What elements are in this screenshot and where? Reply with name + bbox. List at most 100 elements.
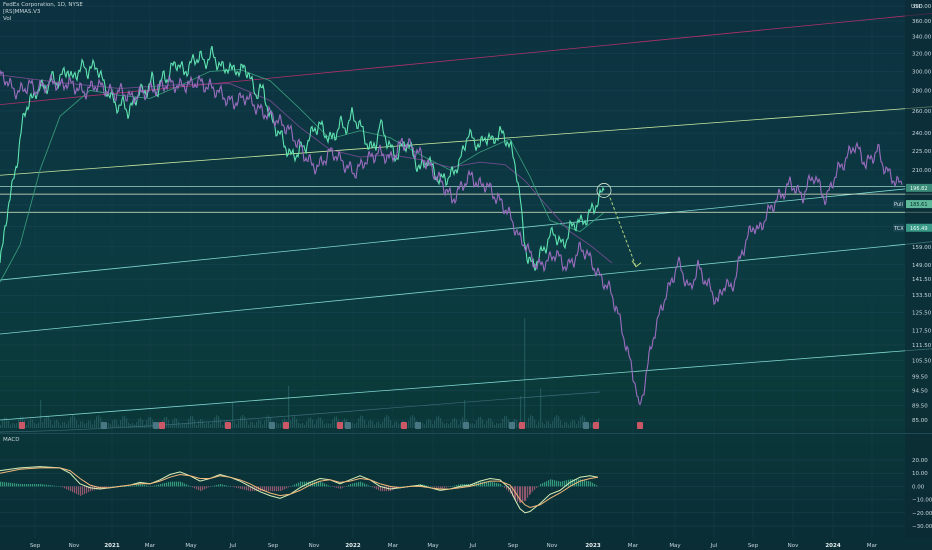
volume-bar [70, 416, 72, 428]
volume-bar [54, 420, 56, 428]
macd-hist-bar [60, 486, 62, 487]
macd-hist-bar [256, 486, 258, 492]
macd-hist-bar [517, 486, 519, 502]
volume-bar [180, 424, 182, 428]
channel-mid-line[interactable] [0, 185, 932, 281]
event-marker[interactable] [19, 422, 25, 429]
macd-hist-bar [370, 486, 372, 487]
event-marker[interactable] [101, 422, 107, 429]
event-marker[interactable] [519, 422, 525, 429]
macd-hist-bar [250, 486, 252, 492]
event-marker[interactable] [337, 422, 343, 429]
price-tick-label: 380.00 [912, 4, 932, 10]
volume-bar [178, 421, 180, 428]
macd-hist-bar [174, 481, 176, 487]
macd-axis[interactable]: 20.00 10.00 0.00 −10.00 −20.00 −30.00 [912, 458, 932, 530]
volume-bar [458, 424, 460, 428]
event-marker[interactable] [401, 422, 407, 429]
macd-hist-bar [262, 486, 264, 492]
macd-hist-bar [556, 480, 558, 487]
volume-bar [558, 416, 560, 428]
volume-bar [326, 423, 328, 428]
pull-label: Pull [894, 202, 903, 208]
indicator-label-vol[interactable]: Vol [3, 16, 12, 22]
price-tick-label: 225.00 [912, 149, 932, 155]
event-marker[interactable] [593, 422, 599, 429]
macd-hist-bar [46, 484, 48, 487]
macd-hist-bar [210, 486, 212, 487]
macd-hist-bar [232, 486, 234, 487]
bottom-channel-line[interactable] [0, 348, 932, 421]
event-marker[interactable] [225, 422, 231, 429]
macd-hist-bar [144, 484, 146, 487]
price-2021-2024-line[interactable] [0, 70, 903, 406]
macd-pane[interactable]: 20.00 10.00 0.00 −10.00 −20.00 −30.00 [0, 434, 932, 538]
macd-hist-bar [544, 482, 546, 487]
macd-hist-bar [172, 481, 174, 487]
volume-ma [0, 391, 601, 433]
macd-hist-bar [350, 484, 352, 487]
event-marker[interactable] [269, 422, 275, 429]
macd-hist-bar [248, 486, 250, 491]
volume-bar [42, 422, 44, 428]
price-tick-label: 159.00 [912, 245, 932, 251]
pane-divider[interactable] [0, 433, 932, 434]
macd-legend[interactable]: MACD [3, 437, 20, 443]
signal-line[interactable] [0, 467, 599, 509]
macd-hist-bar [532, 486, 534, 492]
lower-channel-line[interactable] [0, 241, 932, 335]
volume-bar [250, 421, 252, 428]
volume-bar [34, 422, 36, 428]
projection-arrow[interactable] [609, 197, 637, 267]
macd-hist-bar [134, 485, 136, 487]
event-marker[interactable] [637, 422, 643, 429]
event-marker[interactable] [583, 422, 589, 429]
macd-hist-bar [168, 482, 170, 487]
circle-marker[interactable] [596, 183, 612, 198]
macd-hist-bar [148, 485, 150, 487]
event-marker[interactable] [283, 422, 289, 429]
macd-hist-bar [316, 481, 318, 487]
event-marker[interactable] [153, 422, 159, 429]
volume-bar [36, 423, 38, 428]
event-marker[interactable] [415, 422, 421, 429]
macd-hist-bar [342, 486, 344, 488]
macd-hist-bar [80, 486, 82, 496]
macd-hist-bar [498, 483, 500, 487]
price-grid [0, 0, 905, 434]
event-marker[interactable] [463, 422, 469, 429]
macd-hist-bar [514, 486, 516, 500]
event-marker[interactable] [345, 422, 351, 429]
symbol-title[interactable]: FedEx Corporation, 1D, NYSE [3, 2, 83, 8]
price-chart-pane[interactable]: USD 380.00 360.00 340.00 320.00 300.00 280.00… [0, 0, 932, 434]
ma-fast-2020 [0, 69, 605, 283]
event-marker[interactable] [509, 422, 515, 429]
macd-hist-bar [182, 482, 184, 487]
macd-hist-bar [206, 486, 208, 489]
macd-hist-bar [496, 483, 498, 487]
upper-channel-line[interactable] [0, 12, 932, 106]
volume-bar [262, 424, 264, 428]
volume-bar [246, 420, 248, 428]
event-markers [19, 422, 643, 429]
volume-bar [232, 402, 234, 428]
volume-bar [506, 416, 508, 428]
volume-bar [68, 421, 70, 428]
macd-hist-bar [402, 486, 404, 487]
volume-bar [148, 416, 150, 428]
event-marker[interactable] [159, 422, 165, 429]
time-axis[interactable]: Sep Nov 2021 Mar May Jul Sep Nov 2022 Mar May Jul Se… [0, 538, 932, 550]
price-2020-2022-line[interactable] [0, 45, 605, 271]
price-tick-label: 133.50 [912, 293, 932, 299]
macd-hist-bar [372, 486, 374, 488]
volume-bar [258, 419, 260, 428]
annotations [596, 183, 642, 268]
macd-hist-bar [572, 479, 574, 487]
macd-hist-bar [298, 482, 300, 487]
volume-bar [526, 422, 528, 428]
volume-bar [268, 415, 270, 428]
indicator-label-mmas[interactable]: [RS]MMAS.V3 [3, 9, 41, 15]
volume-bar [354, 423, 356, 428]
time-axis-label: Mar [867, 543, 878, 549]
volume-bar [222, 424, 224, 428]
